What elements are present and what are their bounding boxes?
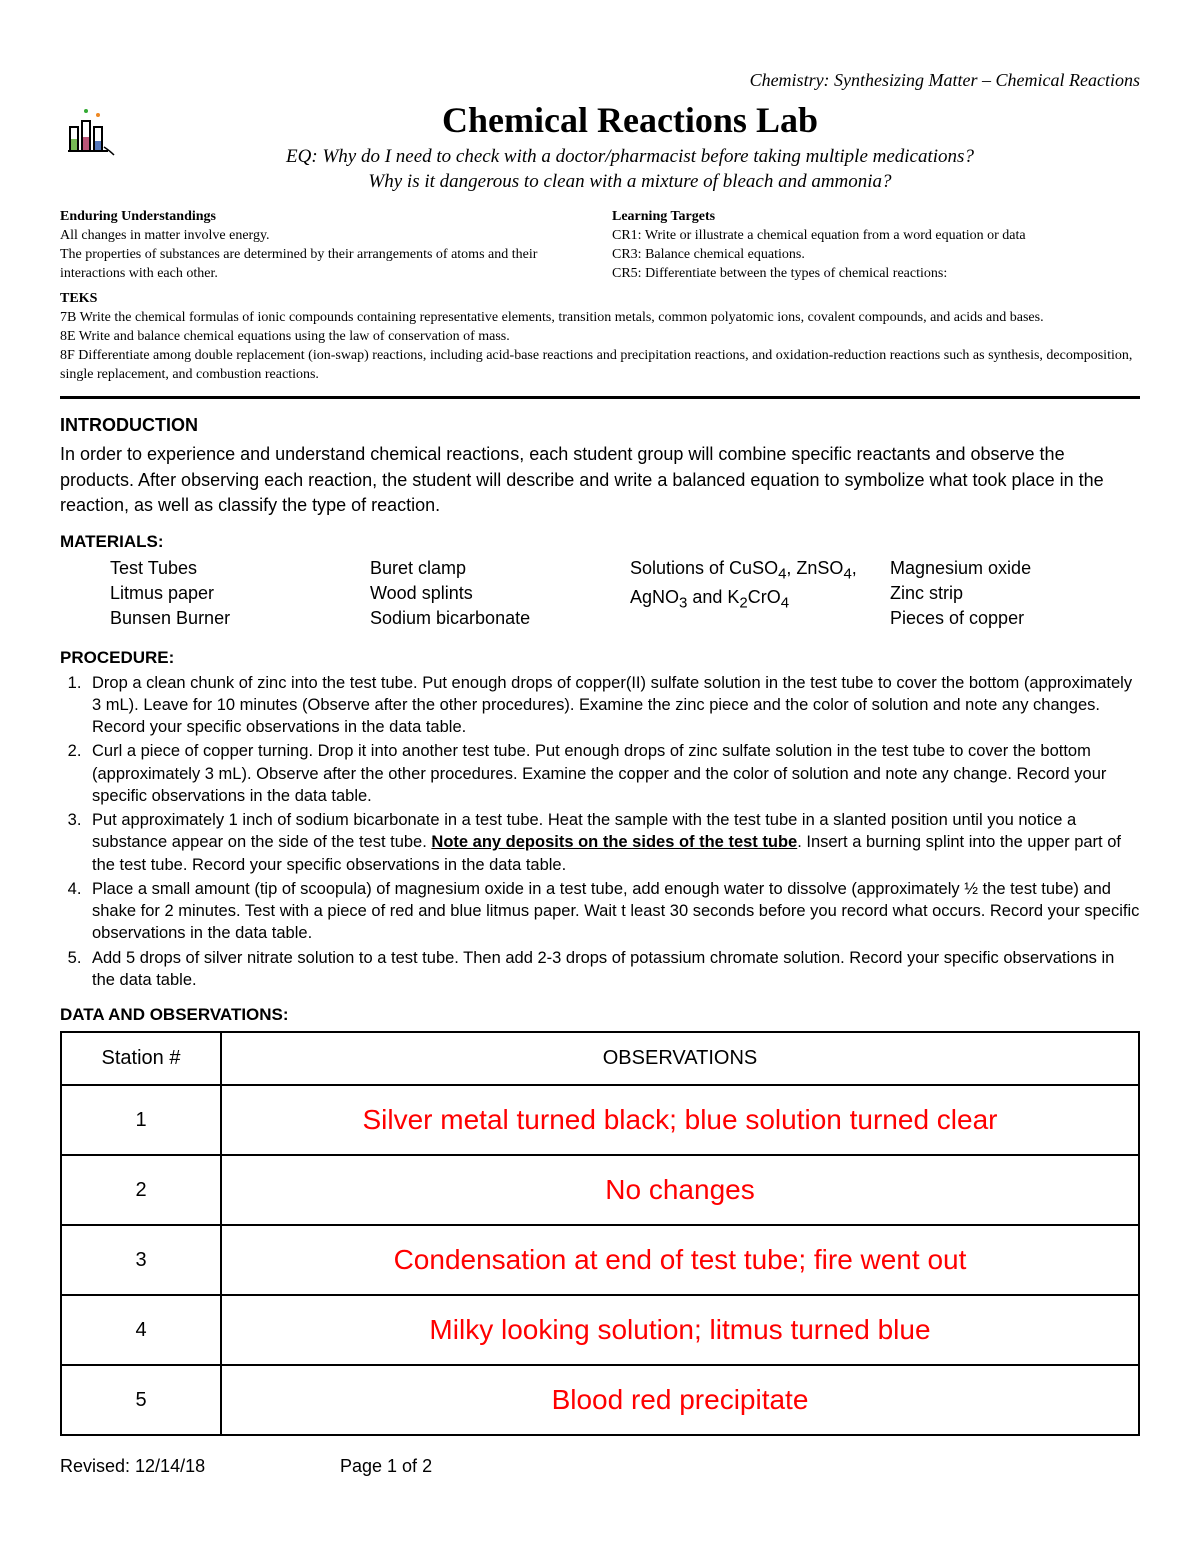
procedure-step: Curl a piece of copper turning. Drop it … [86,740,1140,807]
table-row: 4Milky looking solution; litmus turned b… [61,1295,1139,1365]
procedure-list: Drop a clean chunk of zinc into the test… [60,672,1140,992]
lab-logo-icon [60,99,120,159]
page-title: Chemical Reactions Lab [120,99,1140,141]
station-cell: 2 [61,1155,221,1225]
station-cell: 5 [61,1365,221,1435]
meta-grid: Enduring Understandings All changes in m… [60,208,1140,284]
eq-line-2: Why is it dangerous to clean with a mixt… [120,170,1140,195]
procedure-step: Add 5 drops of silver nitrate solution t… [86,947,1140,992]
footer: Revised: 12/14/18 Page 1 of 2 [60,1456,1140,1477]
station-cell: 1 [61,1085,221,1155]
learning-head: Learning Targets [612,208,1140,227]
enduring-head: Enduring Understandings [60,208,588,227]
intro-body: In order to experience and understand ch… [60,442,1140,518]
observation-cell: Blood red precipitate [221,1365,1139,1435]
teks-block: TEKS 7B Write the chemical formulas of i… [60,290,1140,384]
table-row: 2No changes [61,1155,1139,1225]
intro-head: INTRODUCTION [60,415,1140,436]
materials-col-3: Solutions of CuSO4, ZnSO4, AgNO3 and K2C… [630,556,880,632]
materials-columns: Test TubesLitmus paperBunsen Burner Bure… [60,556,1140,632]
material-item: Sodium bicarbonate [370,606,620,631]
material-item: Magnesium oxide [890,556,1140,581]
learning-target-2: CR3: Balance chemical equations. [612,246,1140,265]
observation-cell: Silver metal turned black; blue solution… [221,1085,1139,1155]
table-row: 3Condensation at end of test tube; fire … [61,1225,1139,1295]
learning-target-1: CR1: Write or illustrate a chemical equa… [612,227,1140,246]
observations-table: Station # OBSERVATIONS 1Silver metal tur… [60,1031,1140,1436]
material-item: Test Tubes [110,556,360,581]
station-cell: 4 [61,1295,221,1365]
material-item: Litmus paper [110,581,360,606]
divider [60,396,1140,399]
learning-target-3: CR5: Differentiate between the types of … [612,265,1140,284]
materials-col-4: Magnesium oxideZinc stripPieces of coppe… [890,556,1140,632]
materials-head: MATERIALS: [60,532,1140,552]
table-row: 1Silver metal turned black; blue solutio… [61,1085,1139,1155]
material-item: Bunsen Burner [110,606,360,631]
procedure-step: Place a small amount (tip of scoopula) o… [86,878,1140,945]
teks-2: 8E Write and balance chemical equations … [60,328,1140,347]
materials-col-2: Buret clampWood splintsSodium bicarbonat… [370,556,620,632]
enduring-text-1: All changes in matter involve energy. [60,227,588,246]
teks-3: 8F Differentiate among double replacemen… [60,347,1140,385]
materials-col-1: Test TubesLitmus paperBunsen Burner [110,556,360,632]
teks-head: TEKS [60,290,1140,309]
eq-line-1: EQ: Why do I need to check with a doctor… [120,145,1140,170]
material-item: Buret clamp [370,556,620,581]
observations-header: OBSERVATIONS [221,1032,1139,1085]
table-row: 5Blood red precipitate [61,1365,1139,1435]
procedure-step: Put approximately 1 inch of sodium bicar… [86,809,1140,876]
procedure-step: Drop a clean chunk of zinc into the test… [86,672,1140,739]
data-head: DATA AND OBSERVATIONS: [60,1005,1140,1025]
teks-1: 7B Write the chemical formulas of ionic … [60,309,1140,328]
material-item: Zinc strip [890,581,1140,606]
procedure-head: PROCEDURE: [60,648,1140,668]
title-row: Chemical Reactions Lab EQ: Why do I need… [60,99,1140,194]
material-item: Pieces of copper [890,606,1140,631]
material-item: Wood splints [370,581,620,606]
course-header: Chemistry: Synthesizing Matter – Chemica… [60,70,1140,91]
enduring-text-2: The properties of substances are determi… [60,246,588,284]
observation-cell: Condensation at end of test tube; fire w… [221,1225,1139,1295]
station-header: Station # [61,1032,221,1085]
station-cell: 3 [61,1225,221,1295]
observation-cell: No changes [221,1155,1139,1225]
page-number: Page 1 of 2 [340,1456,432,1477]
revised-date: Revised: 12/14/18 [60,1456,340,1477]
observation-cell: Milky looking solution; litmus turned bl… [221,1295,1139,1365]
